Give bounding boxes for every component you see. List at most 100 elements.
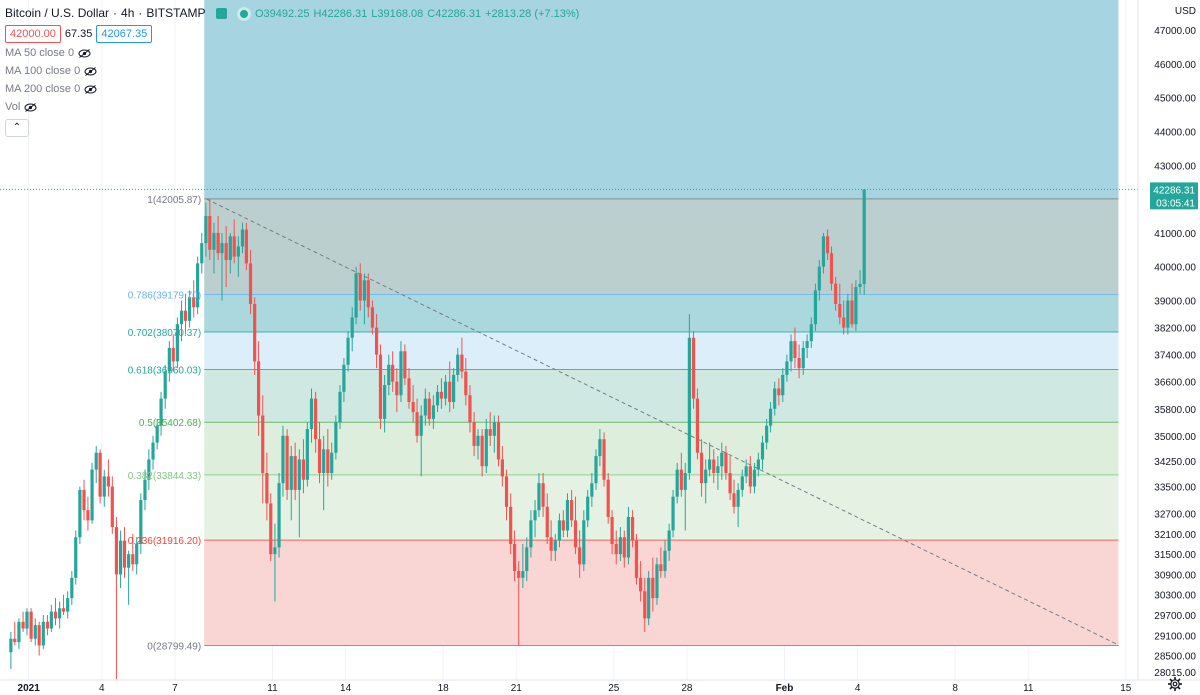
currency-box [1166,3,1198,18]
candle-body [269,503,273,555]
candle-body [590,483,594,497]
candle [484,418,488,474]
candle-body [29,611,33,639]
candle [293,442,297,501]
candle-body [748,466,752,487]
candle [151,435,155,470]
candle-body [801,347,805,369]
indicator-ma50[interactable]: MA 50 close 0 [5,47,91,59]
time-tick-label: 7 [172,683,178,694]
candle [248,249,253,315]
candle-body [813,290,818,325]
interval-label[interactable]: 4h [121,6,135,20]
market-status-icon[interactable] [215,7,227,19]
candle [33,618,37,646]
candle [752,462,757,494]
candle [322,435,326,511]
fib-level-label: 0.618(36960.03) [128,366,201,377]
candle-body [330,452,334,474]
candle [586,489,590,528]
candle-body [240,229,245,247]
exchange-label[interactable]: BITSTAMP [146,6,206,20]
candle [683,462,687,531]
candle [570,489,574,528]
price-tick-label: 43000.00 [1154,161,1196,172]
candle-body [679,469,683,490]
candle-body [683,473,687,490]
candle-body [354,273,358,318]
indicator-ma200[interactable]: MA 200 close 0 [5,83,97,95]
candle [244,222,248,271]
candle [630,510,635,548]
separator-1: · [113,6,118,20]
eye-hidden-icon[interactable] [84,84,97,94]
candle [423,388,427,426]
candle-body [135,544,139,565]
candle [602,432,606,487]
candle [387,354,391,396]
candle [765,418,769,450]
candle-body [504,476,509,507]
eye-hidden-icon[interactable] [84,66,97,76]
candle [399,341,403,402]
price-tick-label: 30900.00 [1154,570,1196,581]
candle [204,202,208,257]
candle-body [472,422,476,446]
indicator-volume[interactable]: Vol [5,101,37,113]
candle-body [74,537,78,578]
candle [370,300,375,335]
candle [407,368,411,409]
candle [578,530,582,578]
trendline-dashed [206,198,1117,645]
candle-body [509,506,513,545]
candle [452,368,456,409]
candle [813,283,818,331]
candle-body [167,347,171,372]
candle [220,232,224,301]
candle [488,412,492,446]
candle [131,533,135,572]
candle [496,415,501,467]
candle [82,479,86,521]
candle [45,615,50,636]
candle [366,273,370,318]
candle [671,489,675,538]
candle-body [488,429,492,436]
candle-body [220,243,224,254]
candle [525,537,529,582]
candle [557,513,562,548]
candle [553,533,557,561]
candle [817,259,821,301]
candle-body [358,273,362,301]
last-price-label: 42286.31 [1153,185,1195,196]
candle [183,293,188,335]
eye-hidden-icon[interactable] [24,102,37,112]
candle [159,391,163,436]
indicator-ma100[interactable]: MA 100 close 0 [5,65,97,77]
candle [171,334,175,372]
separator-2: · [138,6,143,20]
candle-body [460,354,464,372]
candle-body [9,638,13,653]
candle-body [350,317,354,338]
symbol-title[interactable]: Bitcoin / U.S. Dollar [5,6,110,20]
candle [330,442,334,480]
price-tick-label: 28500.00 [1154,652,1196,663]
candle [70,571,74,605]
buy-price-button[interactable]: 42067.35 [96,25,153,43]
collapse-indicators-button[interactable]: ⌃ [5,119,29,137]
candle [281,425,285,497]
candle-body [45,621,50,629]
candle-body [106,476,111,487]
candle-body [582,520,586,565]
time-tick-label: 14 [340,683,352,694]
candle-body [114,527,119,575]
settings-gear-icon[interactable] [1167,676,1183,692]
candle-body [614,544,618,555]
candle-body [90,469,94,521]
eye-hidden-icon[interactable] [78,48,91,58]
candle-body [395,381,399,396]
sell-price-button[interactable]: 42000.00 [5,25,61,43]
candle [691,330,696,409]
